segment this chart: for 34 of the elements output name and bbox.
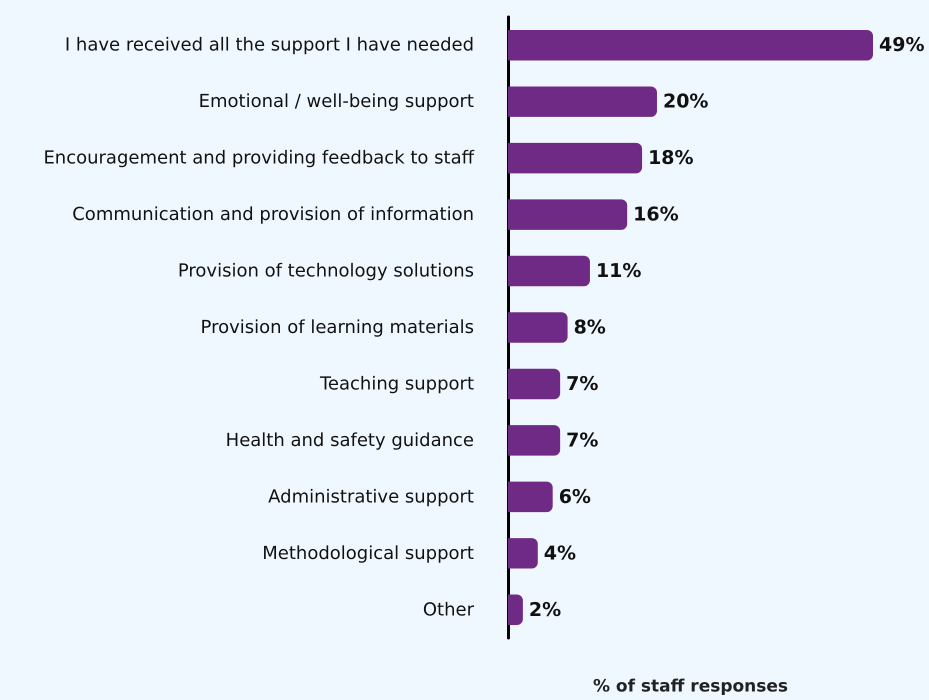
- bar: [508, 368, 560, 400]
- y-tick-label: Health and safety guidance: [226, 430, 474, 451]
- data-label: 20%: [662, 90, 708, 113]
- data-label: 7%: [566, 372, 598, 395]
- data-label: 8%: [574, 316, 606, 338]
- data-label: 18%: [648, 147, 694, 170]
- y-tick-label: Methodological support: [262, 542, 474, 564]
- bar: [508, 30, 873, 60]
- y-tick-label: Communication and provision of information: [72, 204, 474, 226]
- y-tick-label: Teaching support: [318, 373, 474, 394]
- y-tick-label: Other: [422, 599, 475, 620]
- data-label: 11%: [596, 260, 642, 282]
- data-label: 6%: [558, 486, 591, 508]
- bar: [508, 425, 560, 456]
- bar: [508, 482, 553, 512]
- y-tick-label: Administrative support: [268, 486, 474, 508]
- y-tick-label: Provision of technology solutions: [178, 260, 474, 282]
- data-label: 7%: [566, 429, 598, 452]
- data-label: 49%: [879, 34, 924, 56]
- data-label: 2%: [528, 598, 562, 621]
- bar: [508, 594, 523, 626]
- bar: [508, 256, 590, 286]
- y-tick-label: Emotional / well-being support: [198, 91, 474, 112]
- y-tick-label: Provision of learning materials: [200, 317, 474, 338]
- bar: [508, 538, 538, 569]
- data-label: 16%: [633, 204, 679, 226]
- bar: [508, 199, 628, 230]
- x-axis-title: % of staff responses: [592, 676, 788, 696]
- y-tick-label: I have received all the support I have needed: [64, 34, 474, 56]
- y-tick-label: Encouragement and providing feedback to staff: [43, 148, 475, 169]
- data-label: 4%: [544, 542, 576, 564]
- bar: [508, 312, 568, 343]
- bar: [508, 142, 642, 174]
- bar: [508, 86, 657, 117]
